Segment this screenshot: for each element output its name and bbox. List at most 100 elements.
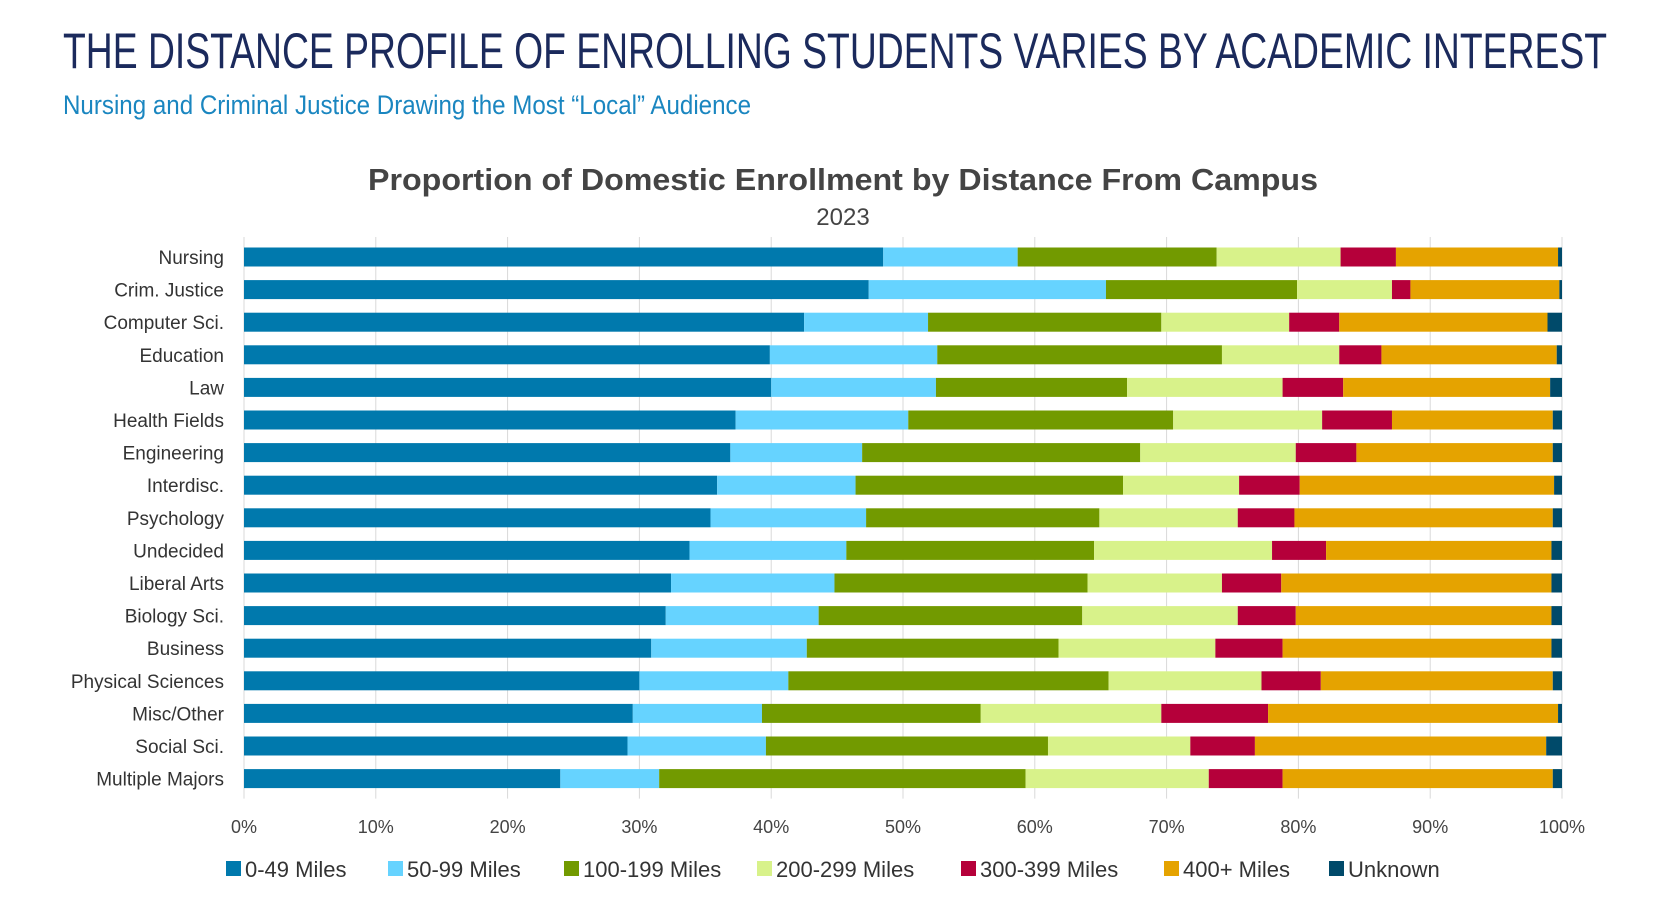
x-tick-label: 20% — [490, 817, 526, 837]
bar-segment — [1289, 312, 1340, 332]
bar-segment — [1087, 573, 1222, 593]
bar-segment — [1552, 508, 1562, 528]
bar-segment — [1099, 508, 1238, 528]
bar-segment — [244, 410, 736, 430]
bar-segment — [1140, 443, 1296, 463]
legend-swatch — [388, 861, 403, 876]
bar-segment — [1356, 443, 1553, 463]
bar-segment — [937, 345, 1222, 365]
category-label: Biology Sci. — [125, 607, 224, 628]
bar-segment — [1326, 540, 1552, 560]
bar-segment — [1216, 247, 1341, 267]
bar-segment — [1546, 736, 1562, 756]
bar-segment — [671, 573, 835, 593]
legend-swatch — [1164, 861, 1179, 876]
bar-segment — [710, 508, 867, 528]
bar-segment — [244, 703, 633, 723]
bar-segment — [818, 606, 1083, 626]
bar-segment — [935, 377, 1128, 397]
category-label: Business — [147, 639, 224, 660]
bar-segment — [560, 769, 660, 789]
bar-segment — [735, 410, 909, 430]
legend-label: 400+ Miles — [1183, 857, 1290, 882]
bar-segment — [862, 443, 1141, 463]
category-label: Education — [139, 346, 224, 367]
bar-segment — [1173, 410, 1323, 430]
bar-segment — [1190, 736, 1255, 756]
bar-segment — [928, 312, 1162, 332]
bar-segment — [866, 508, 1100, 528]
bar-segment — [1094, 540, 1273, 560]
bar-segment — [1552, 769, 1562, 789]
bar-segment — [244, 475, 718, 495]
bar-segment — [1320, 671, 1553, 691]
bar-segment — [1272, 540, 1327, 560]
bar-segment — [980, 703, 1162, 723]
bar-segment — [632, 703, 762, 723]
bar-segment — [1343, 377, 1551, 397]
bar-segment — [1268, 703, 1559, 723]
x-tick-label: 70% — [1149, 817, 1185, 837]
chart-title: Proportion of Domestic Enrollment by Dis… — [368, 162, 1318, 197]
x-tick-label: 10% — [358, 817, 394, 837]
bar-segment — [639, 671, 789, 691]
bar-segment — [1215, 638, 1283, 658]
bar-segment — [855, 475, 1124, 495]
legend-swatch — [1329, 861, 1344, 876]
bar-segment — [244, 638, 652, 658]
category-label: Nursing — [159, 248, 224, 269]
legend-label: 300-399 Miles — [980, 857, 1118, 882]
bar-segment — [1551, 573, 1562, 593]
bar-segment — [1161, 703, 1269, 723]
bar-segment — [883, 247, 1018, 267]
bar-segment — [1208, 769, 1283, 789]
bar-segment — [1108, 671, 1262, 691]
bar-segment — [1254, 736, 1547, 756]
bar-segment — [1339, 345, 1382, 365]
bar-segment — [761, 703, 981, 723]
bar-segment — [806, 638, 1059, 658]
bar-segment — [659, 769, 1026, 789]
bar-segment — [1558, 703, 1562, 723]
bar-segment — [1123, 475, 1240, 495]
bar-segment — [1552, 671, 1562, 691]
bar-segment — [1282, 769, 1553, 789]
bar-segment — [1127, 377, 1283, 397]
legend-label: Unknown — [1348, 857, 1440, 882]
bar-segment — [244, 769, 561, 789]
bar-segment — [244, 345, 770, 365]
bar-segment — [1221, 345, 1340, 365]
category-label: Liberal Arts — [129, 574, 224, 595]
legend-label: 100-199 Miles — [583, 857, 721, 882]
bar-segment — [1552, 443, 1562, 463]
bar-segment — [1047, 736, 1191, 756]
bar-segment — [244, 377, 772, 397]
bar-segment — [244, 606, 666, 626]
bar-segment — [1082, 606, 1238, 626]
page-subtitle: Nursing and Criminal Justice Drawing the… — [63, 90, 751, 120]
category-label: Undecided — [133, 541, 224, 562]
bar-segment — [1552, 410, 1562, 430]
bar-segment — [1161, 312, 1290, 332]
category-label: Social Sci. — [135, 737, 224, 758]
bar-segment — [788, 671, 1109, 691]
legend-label: 50-99 Miles — [407, 857, 521, 882]
bar-segment — [804, 312, 929, 332]
legend-swatch — [961, 861, 976, 876]
bar-segment — [1025, 769, 1209, 789]
bar-segment — [846, 540, 1095, 560]
bar-segment — [1282, 638, 1552, 658]
bar-segment — [771, 377, 936, 397]
bar-segment — [1299, 475, 1555, 495]
bar-segment — [834, 573, 1088, 593]
bar-segment — [908, 410, 1174, 430]
bar-segment — [1550, 377, 1562, 397]
x-tick-label: 80% — [1280, 817, 1316, 837]
bar-segment — [717, 475, 856, 495]
bar-segment — [1281, 573, 1552, 593]
x-tick-label: 60% — [1017, 817, 1053, 837]
bar-segment — [244, 247, 884, 267]
bar-segment — [1340, 247, 1396, 267]
bar-segment — [244, 312, 805, 332]
x-tick-label: 100% — [1539, 817, 1585, 837]
